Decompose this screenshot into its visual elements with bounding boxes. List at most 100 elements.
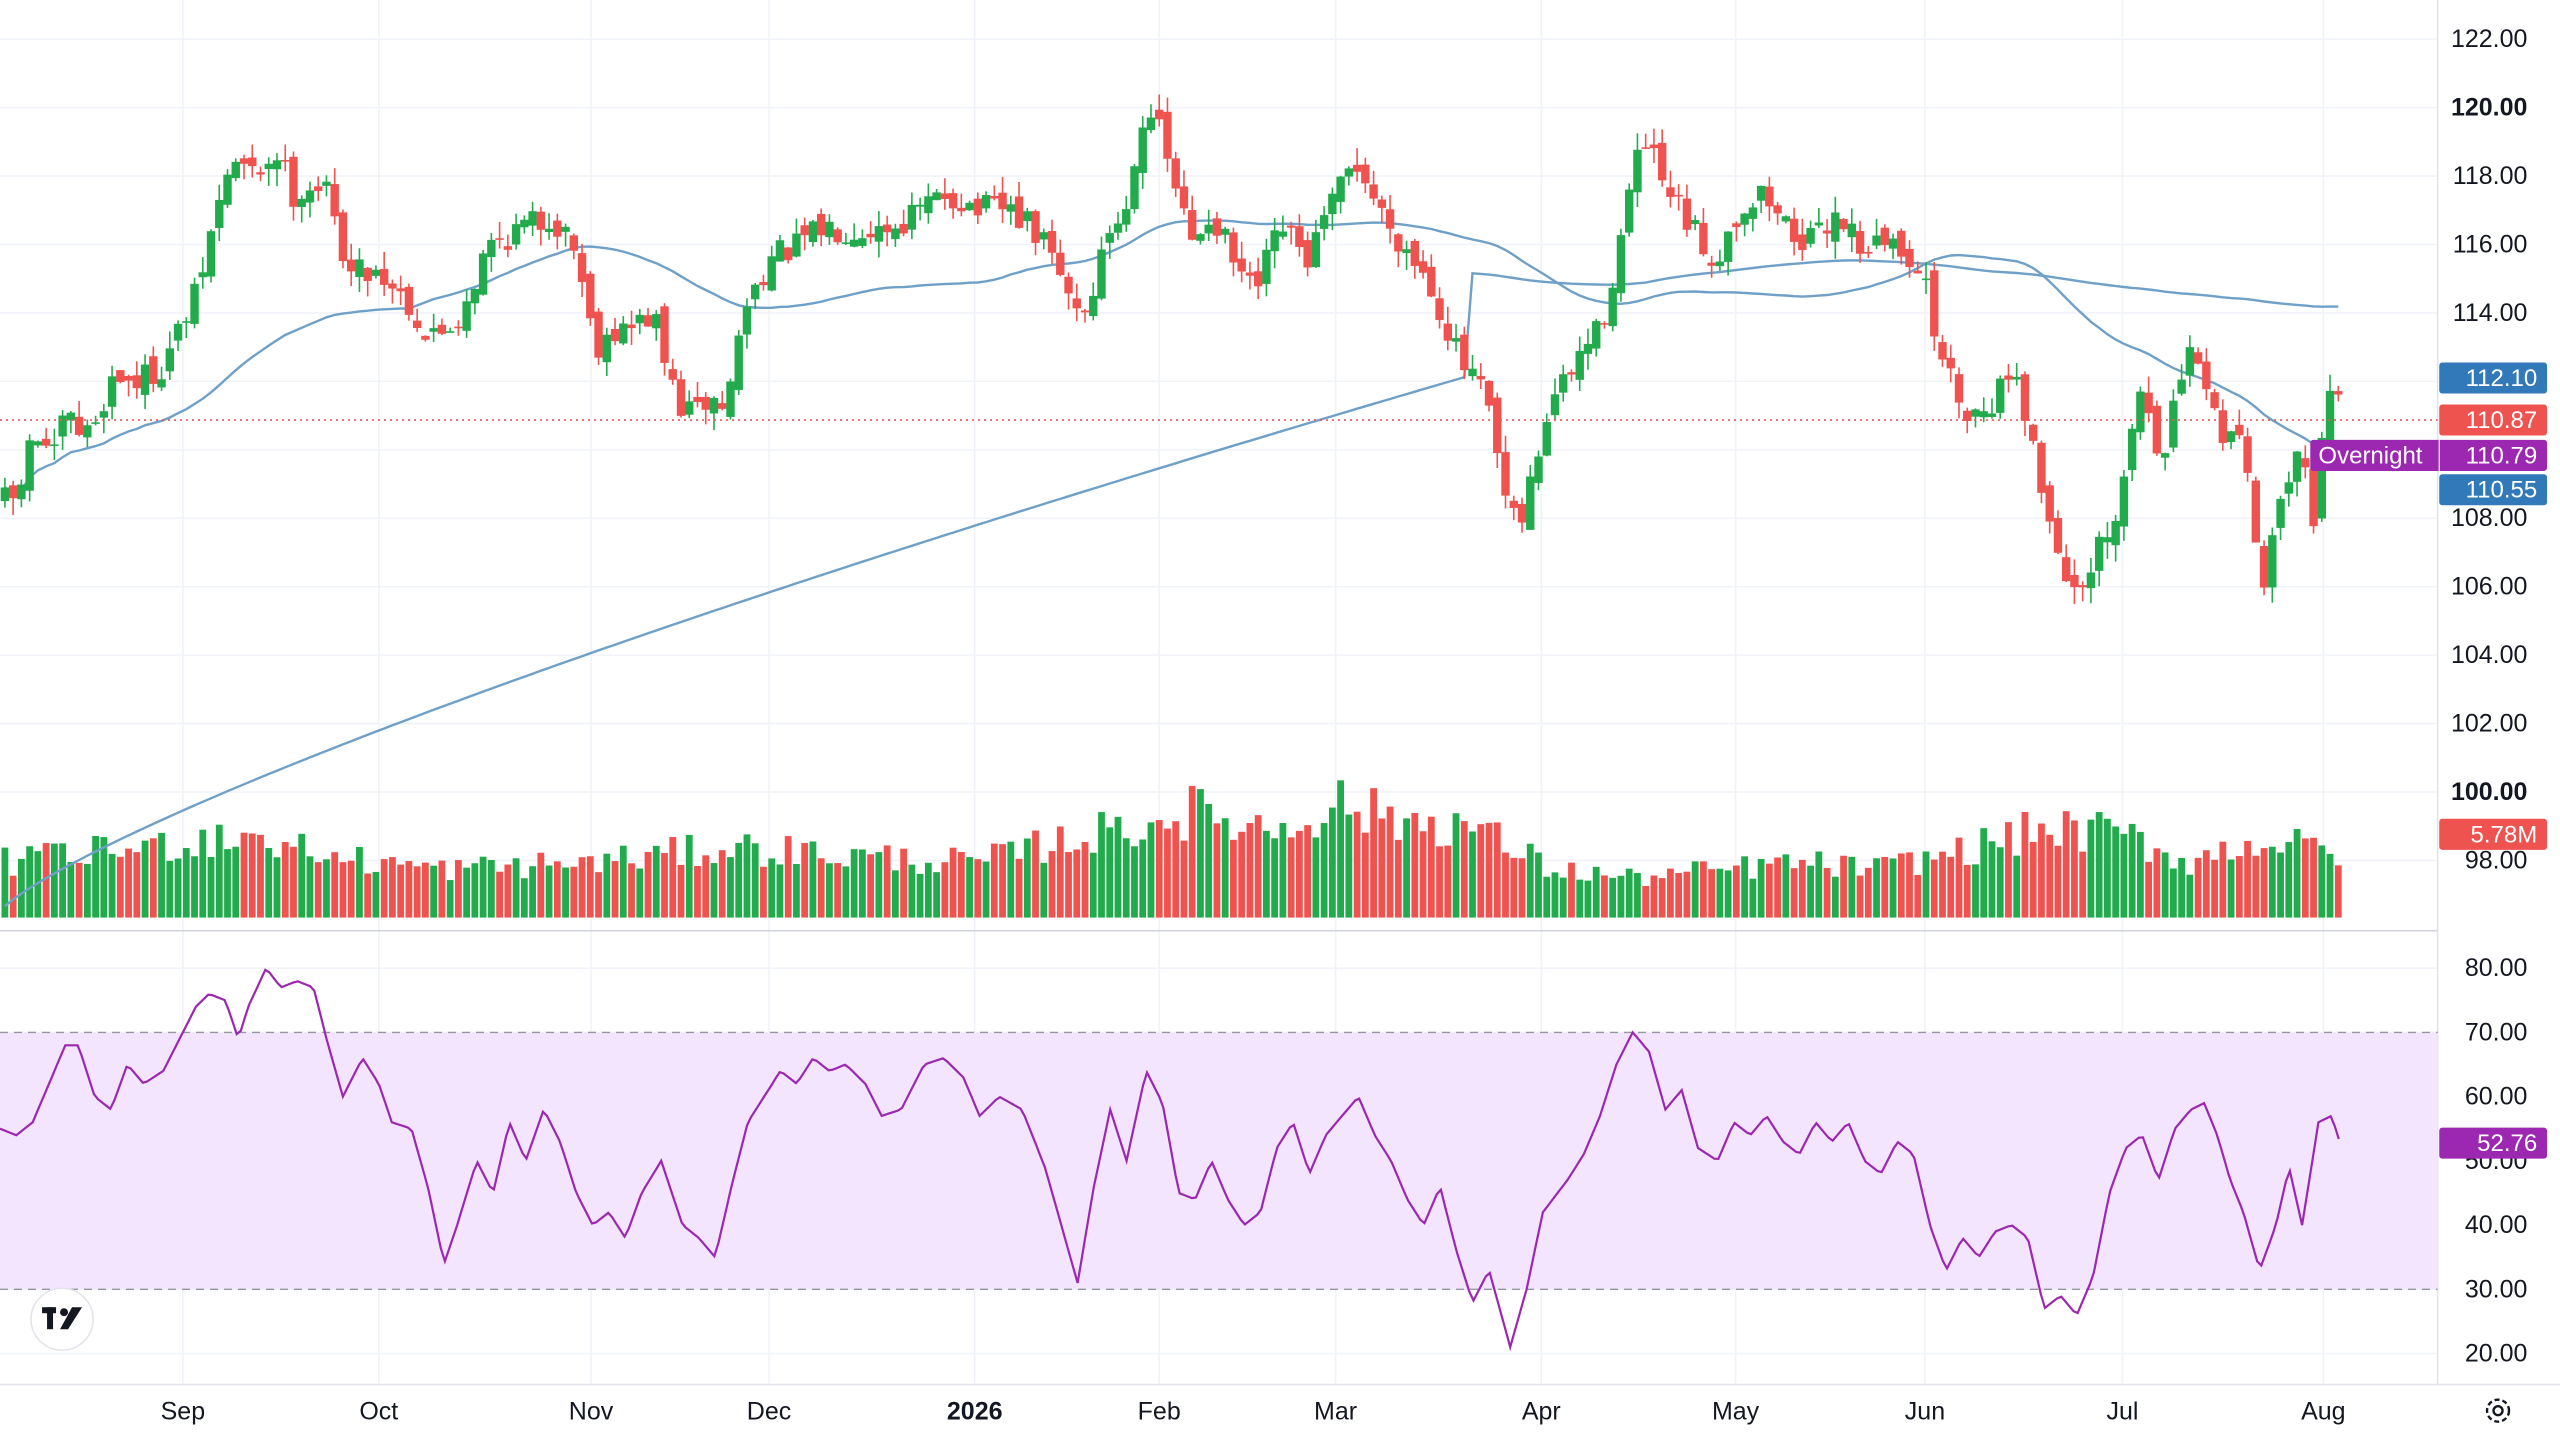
- candle-body-57: [470, 288, 480, 304]
- volume-bar-240: [1980, 828, 1988, 918]
- volume-bar-134: [1106, 827, 1114, 918]
- badge-ma-fast-bg: [2439, 362, 2548, 394]
- rsi-band-fill: [0, 1032, 2438, 1290]
- gear-icon[interactable]: [2485, 1398, 2511, 1423]
- time-axis[interactable]: Sep Oct Nov Dec 2026 Feb Mar Apr May Jun Jul Aug: [161, 1398, 2346, 1426]
- volume-bar-283: [2334, 865, 2342, 918]
- candle-body-271: [2235, 424, 2244, 436]
- volume-bar-142: [1172, 821, 1180, 918]
- volume-bar-167: [1378, 818, 1386, 918]
- candle-body-87: [718, 403, 727, 409]
- candle-body-54: [445, 331, 455, 333]
- candle-body-20: [165, 348, 175, 372]
- time-label-6: Mar: [1314, 1398, 1357, 1426]
- candle-body-190: [1567, 372, 1576, 375]
- volume-bar-248: [2046, 834, 2054, 918]
- candle-body-208: [1715, 261, 1725, 267]
- badge-overnight-label: Overnight: [2318, 442, 2422, 469]
- volume-bar-34: [281, 842, 289, 918]
- volume-bar-66: [545, 865, 553, 918]
- volume-bar-46: [380, 859, 388, 918]
- candle-body-248: [2045, 485, 2054, 522]
- candle-body-41: [338, 212, 348, 262]
- badge-volume-bg: [2439, 818, 2548, 850]
- volume-bar-90: [743, 834, 751, 918]
- candle-body-86: [709, 397, 719, 414]
- candle-body-79: [652, 314, 661, 329]
- candle-body-247: [2037, 442, 2046, 493]
- volume-bar-210: [1732, 865, 1740, 918]
- candle-body-132: [1089, 295, 1098, 317]
- volume-bar-80: [661, 852, 668, 918]
- candle-body-31: [256, 172, 265, 175]
- candle-body-110: [907, 204, 917, 230]
- candle-body-246: [2029, 424, 2038, 441]
- candle-body-5: [41, 438, 51, 446]
- volume-bar-224: [1848, 856, 1856, 918]
- volume-bar-137: [1131, 846, 1138, 918]
- candle-body-225: [1855, 231, 1865, 254]
- volume-bar-180: [1485, 822, 1493, 918]
- candle-body-202: [1666, 187, 1675, 197]
- candle-body-53: [437, 324, 447, 334]
- volume-bar-6: [50, 843, 58, 918]
- candle-body-259: [2136, 391, 2145, 433]
- candle-body-253: [2086, 572, 2096, 589]
- volume-bar-272: [2244, 840, 2251, 918]
- candle-body-25: [206, 231, 216, 277]
- volume-bar-216: [1782, 854, 1790, 918]
- candle-body-103: [849, 239, 859, 247]
- candle-body-97: [800, 225, 809, 236]
- candle-body-146: [1204, 224, 1213, 234]
- candle-body-40: [330, 184, 339, 217]
- rsi-tick-0: 80.00: [2465, 954, 2528, 982]
- volume-bar-67: [553, 861, 561, 918]
- candle-body-193: [1592, 321, 1601, 349]
- volume-bar-125: [1032, 830, 1039, 918]
- candle-body-45: [371, 269, 381, 276]
- volume-bar-237: [1955, 837, 1963, 918]
- candle-body-80: [660, 306, 669, 363]
- tradingview-logo[interactable]: [30, 1287, 94, 1351]
- volume-bar-114: [941, 862, 949, 918]
- volume-bar-281: [2318, 845, 2326, 918]
- rsi-tick-4: 40.00: [2465, 1211, 2528, 1239]
- candle-body-147: [1212, 218, 1222, 236]
- volume-bar-100: [826, 863, 833, 918]
- volume-bar-14: [116, 856, 124, 918]
- volume-bar-209: [1724, 870, 1732, 918]
- candle-body-194: [1600, 323, 1609, 325]
- volume-bar-233: [1922, 851, 1930, 918]
- volume-bar-264: [2178, 857, 2186, 918]
- candle-body-237: [1954, 374, 1964, 403]
- volume-bar-252: [2079, 851, 2087, 918]
- candle-body-232: [1913, 270, 1922, 274]
- volume-bar-158: [1304, 825, 1312, 918]
- volume-bar-127: [1048, 851, 1056, 918]
- candle-body-26: [215, 199, 224, 228]
- volume-bar-206: [1699, 861, 1707, 918]
- volume-bar-82: [677, 864, 685, 918]
- candle-body-140: [1155, 109, 1164, 120]
- candle-body-158: [1303, 240, 1312, 268]
- candle-body-275: [2268, 535, 2277, 588]
- candle-body-161: [1328, 193, 1337, 215]
- candle-body-261: [2152, 405, 2162, 454]
- volume-bar-140: [1155, 820, 1163, 918]
- volume-bar-20: [166, 860, 174, 918]
- volume-bar-247: [2038, 823, 2045, 918]
- volume-bar-148: [1221, 818, 1229, 918]
- candle-body-122: [1006, 204, 1016, 212]
- volume-bar-31: [257, 834, 264, 918]
- price-candles: [0, 94, 2343, 605]
- candle-body-116: [957, 207, 966, 212]
- badge-volume-text: 5.78M: [2471, 821, 2538, 848]
- volume-bar-145: [1197, 789, 1204, 918]
- candle-body-222: [1831, 212, 1840, 242]
- candle-body-185: [1526, 476, 1535, 530]
- time-label-2: Nov: [569, 1398, 614, 1426]
- time-label-4: 2026: [947, 1398, 1003, 1426]
